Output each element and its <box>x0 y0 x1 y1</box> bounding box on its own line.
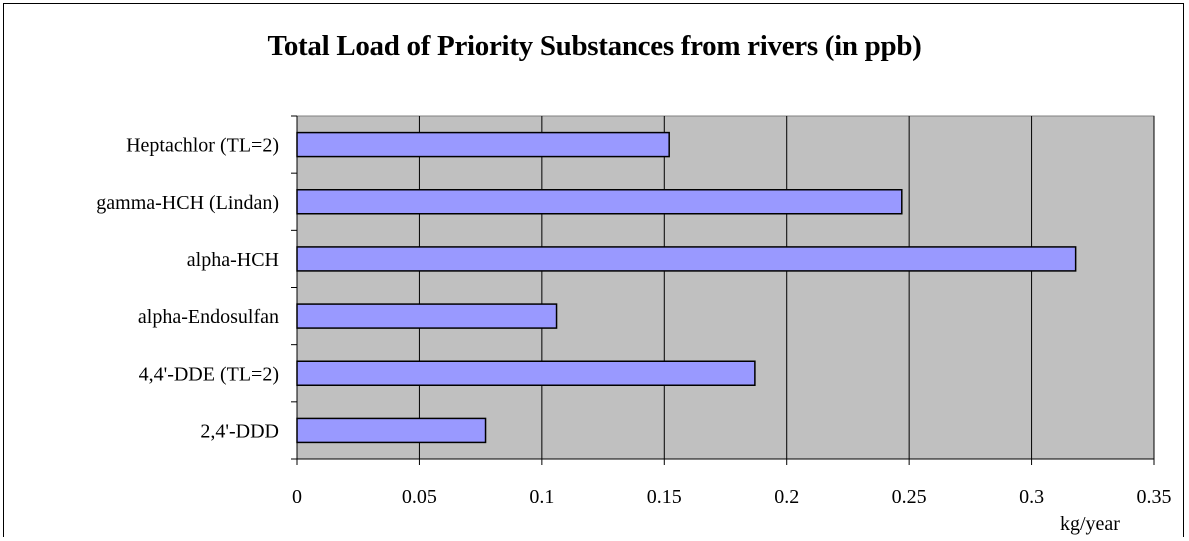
category-label: alpha-HCH <box>187 249 279 271</box>
x-tick-label: 0.3 <box>1019 486 1044 508</box>
bar <box>296 246 1077 272</box>
bar <box>296 417 487 444</box>
category-label: 2,4'-DDD <box>200 420 279 442</box>
bar <box>296 131 670 158</box>
category-labels: Heptachlor (TL=2) gamma-HCH (Lindan) alpha… <box>96 135 279 443</box>
category-label: Heptachlor (TL=2) <box>126 135 279 157</box>
plot-area <box>296 115 1155 460</box>
tick-labels: 0 0.05 0.1 0.15 0.2 0.25 0.3 0.35 <box>292 486 1172 508</box>
gridlines <box>418 116 1155 459</box>
x-tick-label: 0.1 <box>529 486 554 508</box>
x-tick-label: 0 <box>292 486 302 508</box>
category-label: 4,4'-DDE (TL=2) <box>139 363 279 385</box>
x-tick-label: 0.15 <box>647 486 682 508</box>
bar <box>296 189 903 215</box>
x-tick-label: 0.25 <box>892 486 927 508</box>
bar <box>296 360 756 386</box>
bar <box>296 303 558 329</box>
x-tick-label: 0.2 <box>774 486 799 508</box>
category-label: alpha-Endosulfan <box>138 306 279 328</box>
x-tick-label: 0.35 <box>1137 486 1172 508</box>
chart-title: Total Load of Priority Substances from r… <box>267 30 922 62</box>
axes <box>291 115 1155 465</box>
x-axis-unit-label: kg/year <box>1060 513 1120 535</box>
category-label: gamma-HCH (Lindan) <box>96 192 279 214</box>
x-tick-label: 0.05 <box>402 486 437 508</box>
bars <box>296 131 1077 444</box>
